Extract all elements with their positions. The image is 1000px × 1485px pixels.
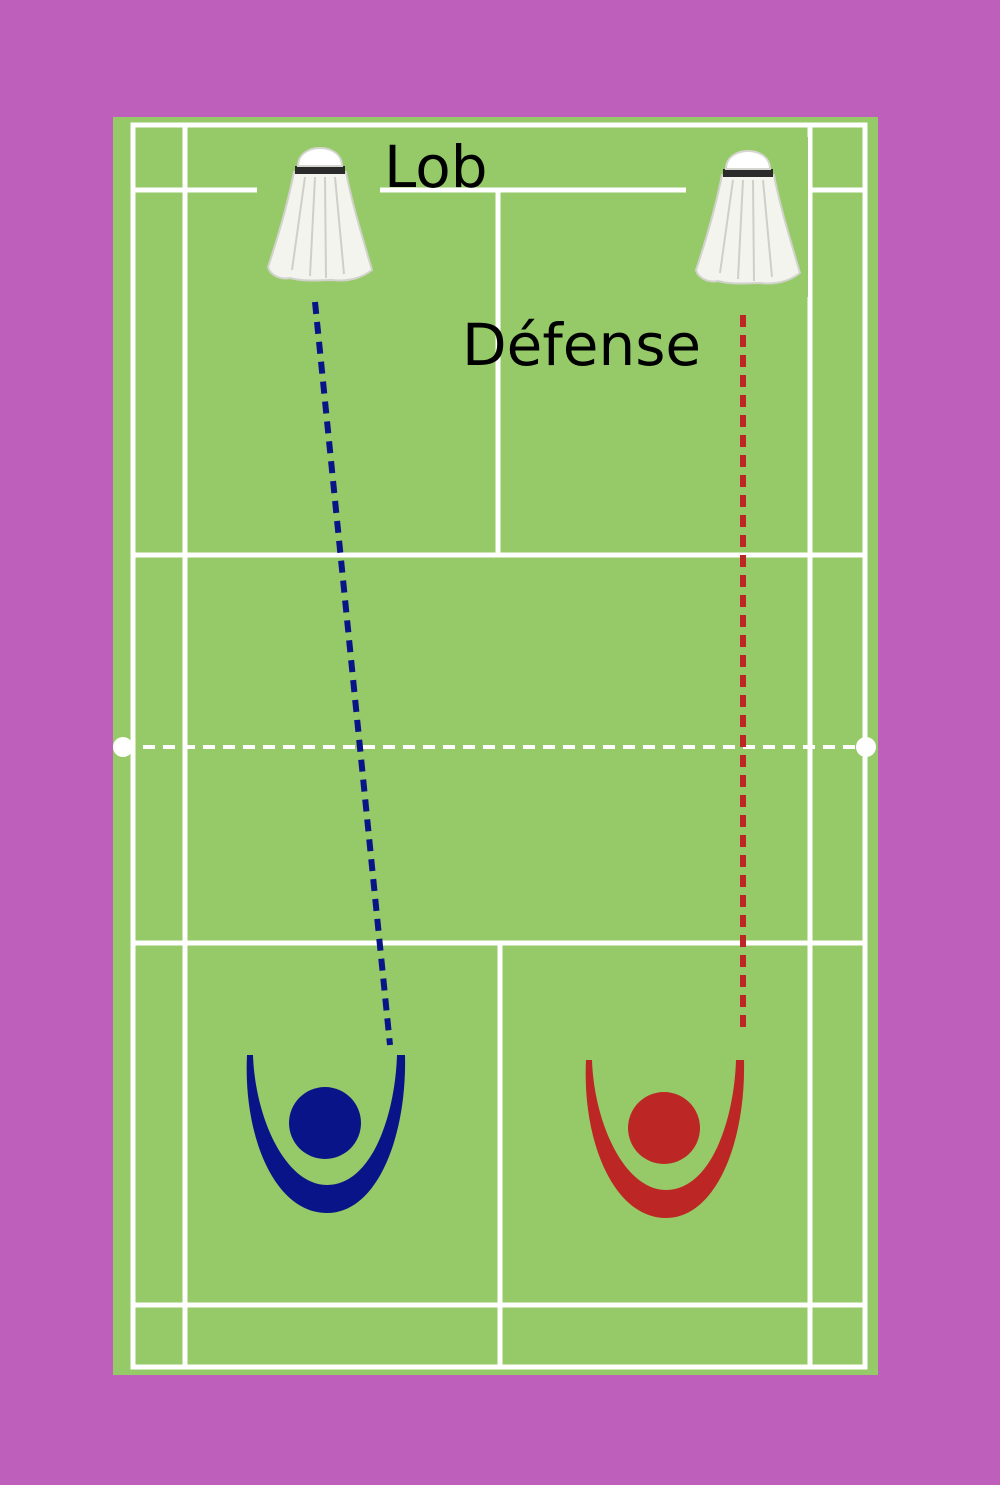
label-defense: Défense [462, 311, 701, 379]
net-post-left [113, 737, 133, 757]
trajectory-lob [312, 301, 393, 1046]
net-post-right [856, 737, 876, 757]
shuttlecock-icon-lob [259, 133, 381, 295]
label-lob: Lob [384, 133, 488, 201]
net [113, 737, 876, 757]
shuttlecock-icon-defense [687, 136, 809, 298]
